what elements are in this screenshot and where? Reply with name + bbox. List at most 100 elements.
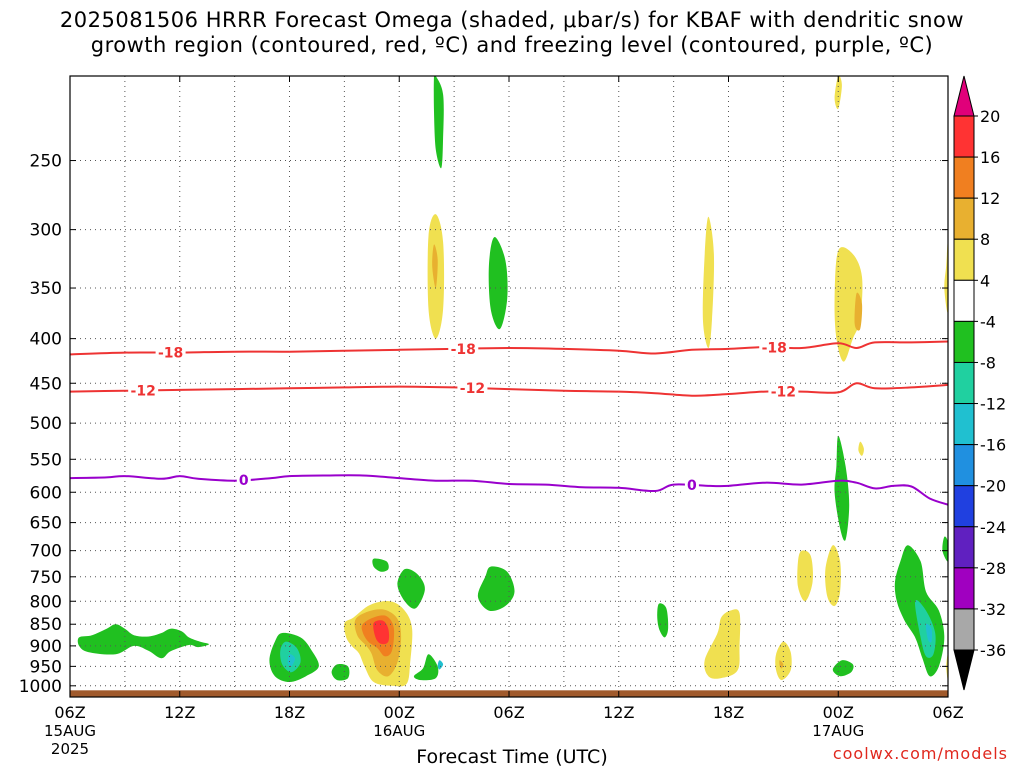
contour-label-bg (128, 382, 159, 399)
omega-cell (942, 536, 948, 562)
colorbar-box (953, 279, 975, 322)
x-tick-label: 18Z (713, 703, 744, 722)
contour-label-bg (759, 339, 790, 356)
contour-label: -18 (451, 342, 476, 358)
omega-cell (437, 660, 444, 670)
colorbar-label: 20 (980, 107, 1000, 126)
x-tick-date: 17AUG (812, 722, 864, 740)
y-axis: 2503003504004505005506006507007508008509… (19, 152, 948, 697)
contour-line (70, 474, 948, 506)
y-tick-label: 500 (30, 414, 62, 434)
x-tick-year: 2025 (51, 740, 89, 758)
omega-cell (331, 663, 350, 681)
omega-cell (854, 292, 863, 331)
x-tick-label: 00Z (823, 703, 854, 722)
contour-label-bg (457, 379, 488, 396)
contour-label: -12 (131, 383, 156, 399)
x-tick-label: 00Z (384, 703, 415, 722)
omega-cell (834, 435, 850, 541)
colorbar-label: -20 (980, 477, 1006, 496)
colorbar-box (953, 526, 975, 569)
omega-cell (373, 620, 390, 645)
x-tick-label: 12Z (164, 703, 195, 722)
contour-label-bg (684, 477, 699, 494)
y-tick-label: 650 (30, 514, 62, 534)
colorbar-bottom-arrow (953, 649, 975, 691)
y-tick-label: 1000 (19, 677, 62, 697)
colorbar-box (953, 320, 975, 363)
colorbar-box (953, 197, 975, 240)
colorbar-box (953, 567, 975, 610)
colorbar-label: -24 (980, 518, 1006, 537)
omega-cell (77, 624, 210, 659)
x-tick-label: 06Z (493, 703, 524, 722)
colorbar-label: -36 (980, 641, 1006, 660)
chart-title: 2025081506 HRRR Forecast Omega (shaded, … (0, 8, 1024, 58)
omega-cell (488, 237, 508, 330)
colorbar-label: 16 (980, 148, 1000, 167)
colorbar-top-arrow (953, 75, 975, 117)
contour-label: -12 (460, 381, 485, 397)
omega-cell (944, 240, 948, 313)
colorbar-label: -16 (980, 436, 1006, 455)
contour-label-bg (768, 383, 799, 400)
colorbar-box (953, 403, 975, 446)
omega-cell (397, 568, 425, 609)
colorbar-box (953, 115, 975, 158)
y-tick-label: 850 (30, 615, 62, 635)
x-tick-label: 18Z (274, 703, 305, 722)
omega-cell (797, 550, 813, 602)
contour-label: 0 (687, 478, 697, 494)
colorbar-label: 12 (980, 189, 1000, 208)
y-tick-label: 600 (30, 483, 62, 503)
colorbar-label: -4 (980, 312, 996, 331)
contour-label: -18 (762, 340, 787, 356)
omega-cell (925, 623, 933, 643)
x-tick-label: 06Z (932, 703, 963, 722)
omega-cell (413, 654, 439, 681)
y-tick-label: 750 (30, 568, 62, 588)
y-tick-label: 300 (30, 221, 62, 241)
y-tick-label: 450 (30, 374, 62, 394)
colorbar-box (953, 444, 975, 487)
contour-label-bg (448, 340, 479, 357)
omega-cell (914, 600, 936, 658)
colorbar: 20 16 12 8 4 -4 -8 -12 -16 -20 -24 -28 -32 -36 (953, 75, 1006, 691)
colorbar-label: -12 (980, 395, 1006, 414)
omega-cell (832, 660, 854, 677)
y-tick-label: 400 (30, 330, 62, 350)
colorbar-label: -28 (980, 559, 1006, 578)
contour-line (70, 340, 948, 356)
title-line-1: 2025081506 HRRR Forecast Omega (shaded, … (59, 8, 965, 32)
credit-link[interactable]: coolwx.com/models (832, 744, 1008, 763)
omega-cell (287, 654, 296, 667)
omega-shaded-cells (77, 76, 948, 687)
omega-cell (858, 441, 864, 456)
omega-cell (834, 247, 863, 362)
colorbar-label: -8 (980, 353, 996, 372)
omega-cell (704, 609, 741, 679)
contour-label: 0 (239, 473, 249, 489)
grid-lines (69, 76, 949, 697)
y-tick-label: 350 (30, 279, 62, 299)
y-tick-label: 700 (30, 542, 62, 562)
contour-line (70, 382, 948, 397)
colorbar-box (953, 485, 975, 528)
colorbar-label: 8 (980, 230, 990, 249)
omega-cell (372, 558, 389, 572)
x-tick-date: 15AUG (44, 722, 96, 740)
y-tick-label: 950 (30, 657, 62, 677)
colorbar-box (953, 361, 975, 405)
x-tick-label: 06Z (54, 703, 85, 722)
y-tick-label: 900 (30, 637, 62, 657)
temperature-contours: -18 -18 -18 -12 -12 -12 0 0 (70, 339, 948, 506)
colorbar-box (953, 156, 975, 199)
contour-label: -18 (158, 346, 183, 362)
omega-cell (702, 216, 715, 348)
y-tick-label: 550 (30, 450, 62, 470)
omega-cell (477, 566, 515, 612)
colorbar-label: 4 (980, 271, 990, 290)
colorbar-box (953, 238, 975, 281)
